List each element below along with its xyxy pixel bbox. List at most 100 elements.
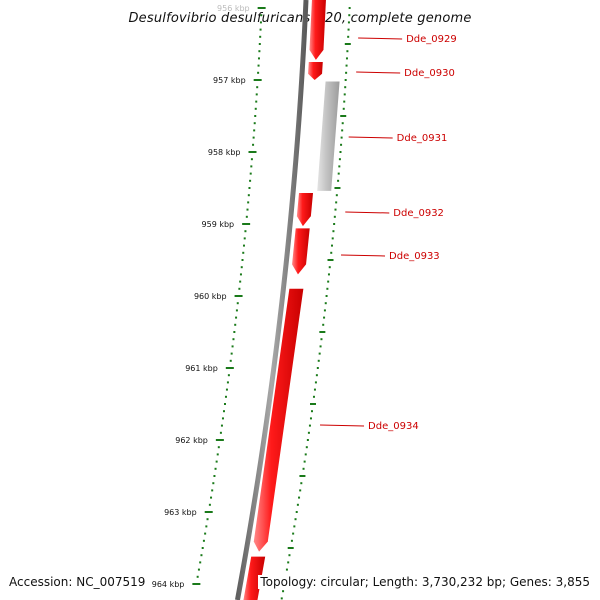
guide-dot [316, 367, 319, 369]
guide-dot [344, 86, 347, 89]
minor-tick [252, 136, 255, 139]
minor-tick [243, 237, 246, 240]
guide-dot [313, 388, 316, 391]
guide-dot [347, 35, 350, 38]
minor-tick [260, 14, 263, 17]
minor-tick [249, 179, 252, 182]
minor-tick [199, 561, 202, 564]
minor-tick [258, 50, 261, 53]
gene-Dde_0931 [317, 81, 340, 191]
guide-dot [328, 266, 331, 269]
guide-dot [337, 179, 340, 182]
guide-dot [347, 28, 350, 31]
guide-dot [333, 215, 336, 218]
minor-tick [254, 115, 257, 117]
guide-dot [323, 309, 326, 312]
minor-tick [254, 107, 257, 110]
gene-label: Dde_0930 [404, 68, 455, 79]
minor-tick [233, 331, 236, 333]
guide-dot [285, 568, 288, 571]
guide-dot [306, 439, 309, 441]
guide-dot [333, 223, 336, 225]
guide-dot [346, 50, 349, 53]
guide-dot [314, 381, 317, 384]
minor-tick [234, 323, 237, 326]
accession-label: Accession: NC_007519 [9, 575, 146, 589]
guide-dot [280, 597, 283, 600]
minor-tick [208, 503, 211, 506]
guide-dot [338, 158, 341, 161]
label-leader [320, 424, 365, 427]
guide-dot [326, 287, 329, 290]
guide-dot [296, 503, 299, 506]
minor-tick [221, 417, 224, 420]
gene-Dde_0932 [296, 193, 314, 227]
guide-dot [327, 273, 330, 276]
guide-dot [290, 539, 293, 542]
minor-tick [257, 57, 260, 60]
minor-tick [206, 518, 209, 521]
minor-tick [245, 215, 248, 218]
minor-tick [225, 388, 228, 391]
guide-dot [295, 511, 298, 513]
minor-tick [252, 143, 255, 146]
guide-dot [348, 7, 351, 9]
guide-dot [322, 323, 325, 326]
guide-dot [292, 532, 295, 535]
minor-tick [196, 575, 199, 578]
label-leader [348, 136, 393, 139]
guide-dot [335, 194, 338, 197]
minor-tick [227, 374, 230, 377]
minor-tick [253, 129, 256, 132]
gene-label: Dde_0929 [406, 34, 457, 45]
minor-tick [230, 352, 233, 355]
guide-dot [315, 374, 318, 377]
guide-dot [327, 280, 330, 283]
gene-Dde_0929 [309, 0, 326, 60]
guide-dot [308, 424, 311, 427]
minor-tick [256, 86, 259, 89]
minor-tick [239, 273, 242, 276]
guide-dot [345, 71, 348, 74]
tick-label: 963 kbp [164, 508, 197, 517]
minor-tick [236, 302, 239, 305]
minor-tick [219, 431, 222, 434]
guide-dot [312, 395, 315, 398]
minor-tick [244, 230, 247, 233]
guide-dot [294, 518, 297, 521]
minor-tick [216, 453, 219, 456]
guide-dot [323, 316, 326, 319]
guide-dot [340, 136, 343, 139]
guide-dot [343, 93, 346, 96]
genome-summary: Topology: circular; Length: 3,730,232 bp… [258, 575, 590, 589]
guide-dot [303, 460, 306, 463]
minor-tick [224, 395, 227, 398]
guide-dot [302, 467, 305, 470]
gene-Dde_0930 [308, 62, 323, 80]
tick-label: 958 kbp [208, 148, 241, 157]
guide-dot [330, 244, 333, 247]
guide-dot [332, 230, 335, 233]
minor-tick [239, 280, 242, 283]
map-title: Desulfovibrio desulfuricans G20, complet… [128, 11, 472, 26]
guide-dot [300, 482, 303, 485]
minor-tick [241, 259, 244, 261]
gene-labels: Dde_0929 Dde_0930 Dde_0931 Dde_0932 Dde_0933… [320, 34, 457, 432]
backbone-line [235, 0, 309, 600]
gene-Dde_0934 [253, 288, 304, 552]
guide-dot [340, 143, 343, 146]
guide-dot [345, 57, 348, 60]
guide-dot [335, 201, 338, 204]
guide-dot [339, 151, 342, 153]
guide-dot [320, 338, 323, 341]
minor-tick [250, 165, 253, 168]
minor-tick [217, 446, 220, 449]
minor-tick [259, 28, 262, 31]
minor-tick [242, 244, 245, 247]
minor-tick [255, 100, 258, 103]
minor-tick [248, 187, 251, 189]
minor-tick [249, 172, 252, 175]
minor-tick [223, 403, 226, 405]
minor-tick [232, 338, 235, 341]
label-leader [341, 254, 386, 257]
